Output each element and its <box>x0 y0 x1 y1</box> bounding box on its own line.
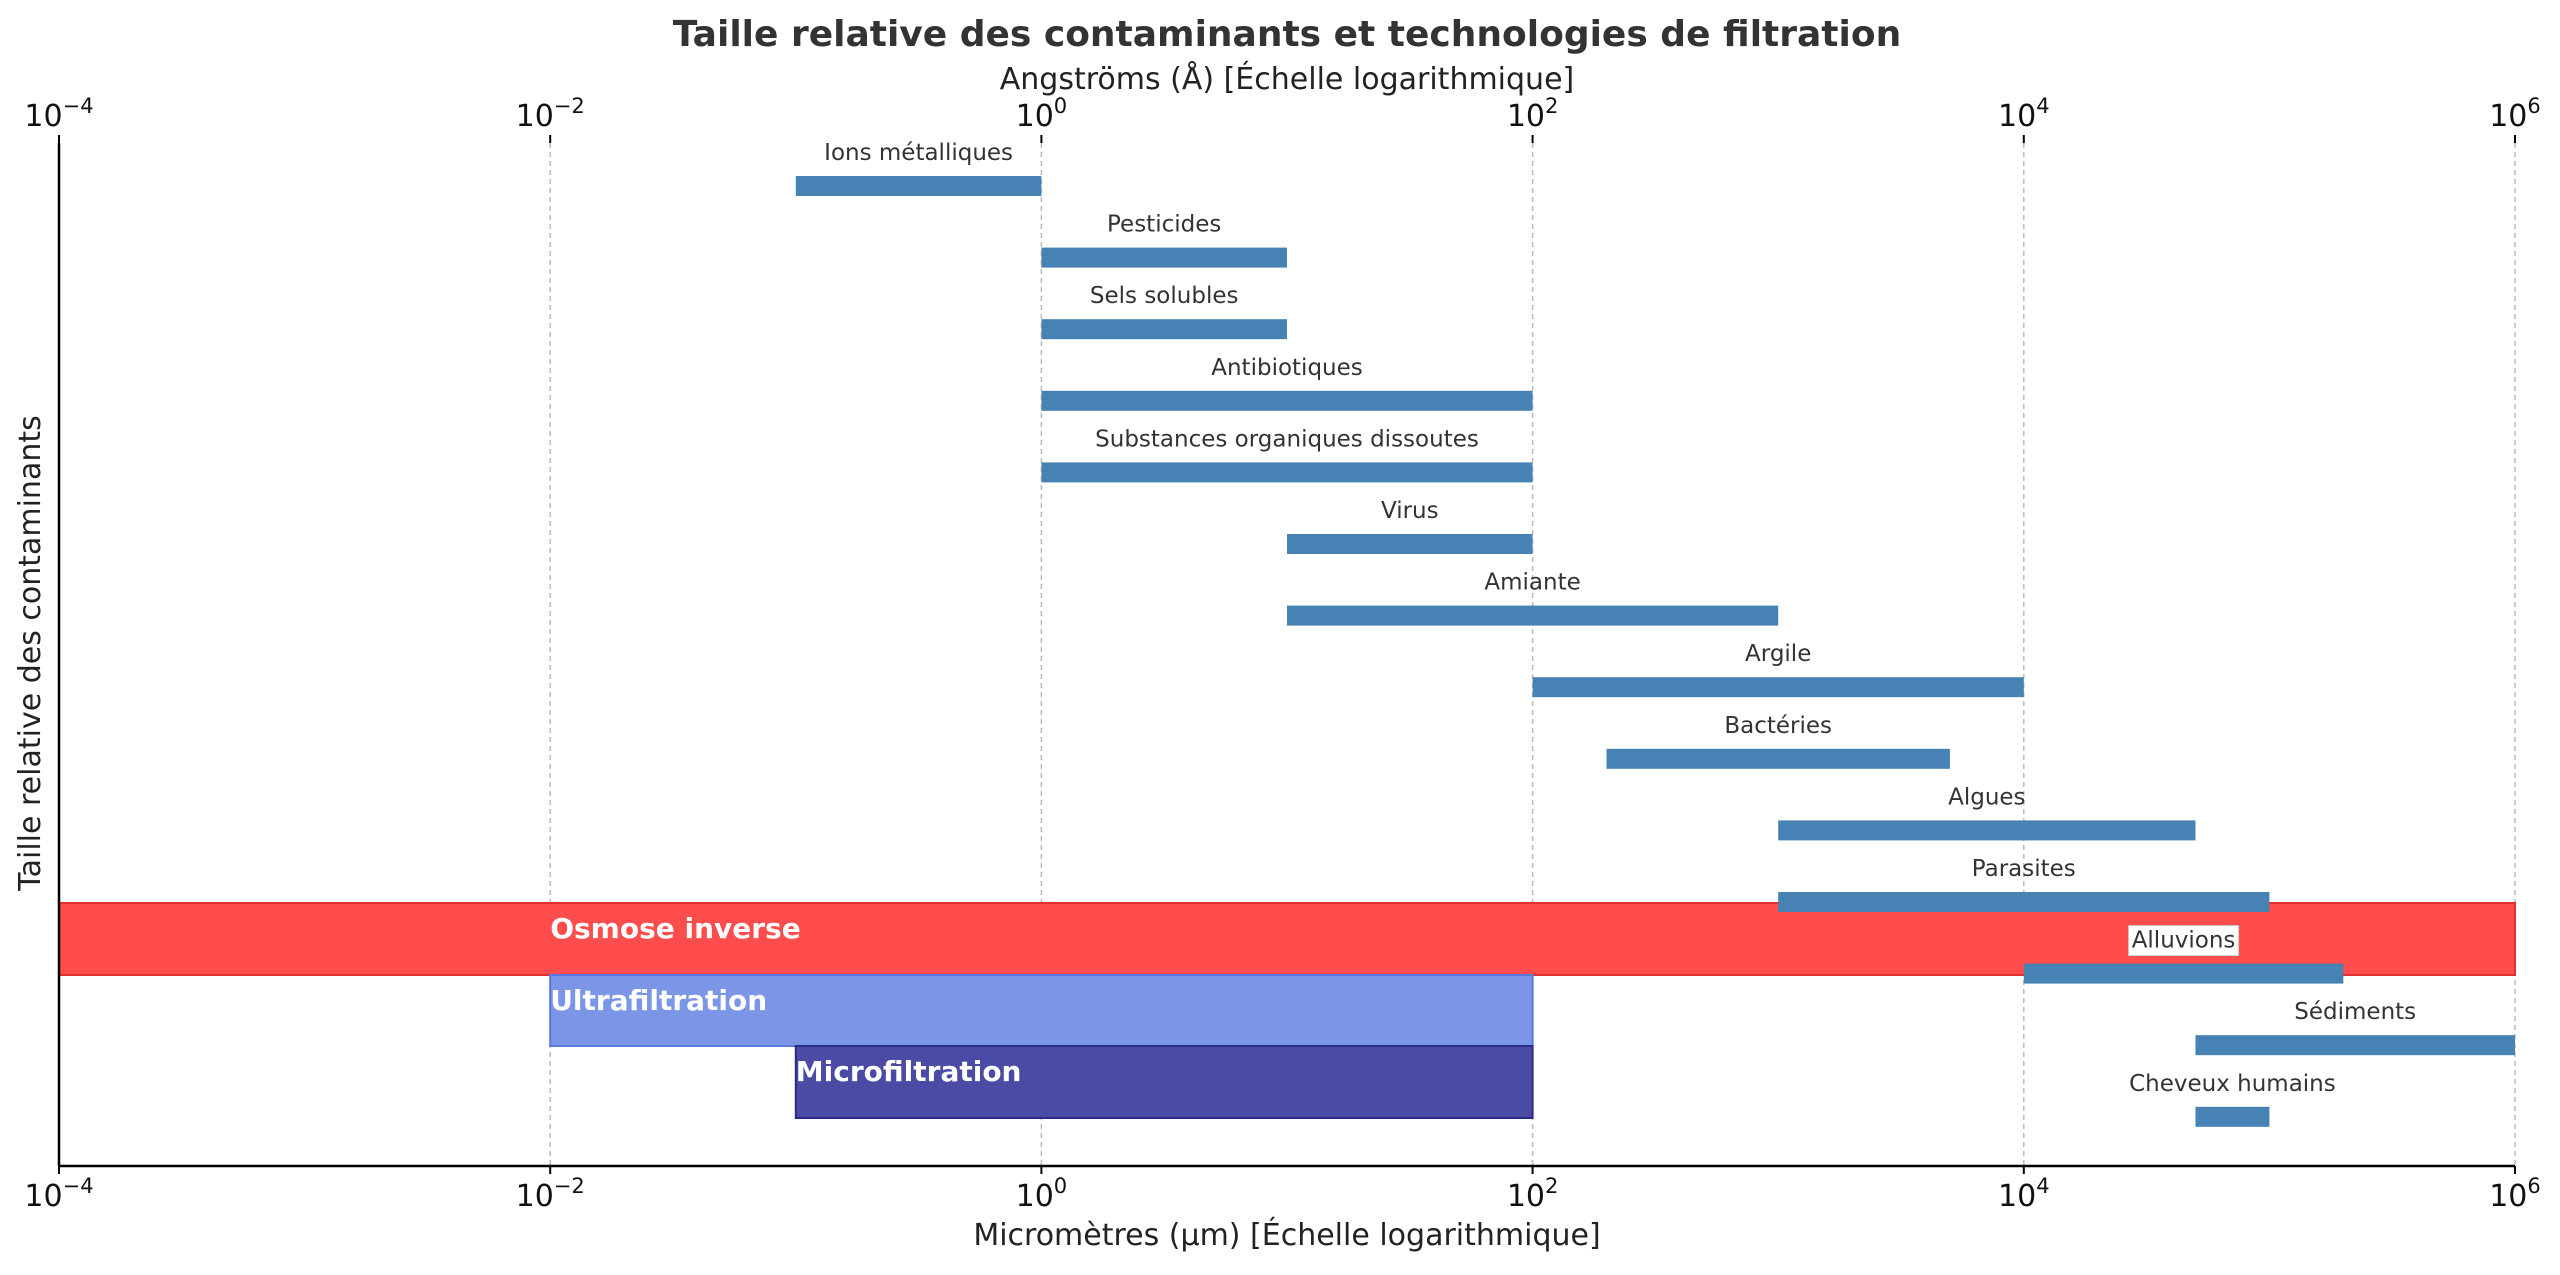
contaminant-label: Substances organiques dissoutes <box>1095 426 1479 452</box>
contaminant-label: Virus <box>1381 498 1439 524</box>
contaminant-label: Amiante <box>1484 570 1580 596</box>
technology-bands: Osmose inverse Ultrafiltration Microfiltra… <box>58 902 2516 1119</box>
contaminant-bar <box>1041 462 1533 483</box>
contaminant-bar <box>1778 892 2270 912</box>
technology-label: Microfiltration <box>796 1055 1022 1088</box>
x-tick-label: 106 <box>2489 1174 2541 1214</box>
x-axis-label: Micromètres (µm) [Échelle logarithmique] <box>973 1217 1600 1253</box>
contaminant-label: Cheveux humains <box>2129 1071 2336 1097</box>
contaminant-bar <box>1532 677 2024 698</box>
contaminant-label: Sels solubles <box>1090 283 1239 309</box>
technology-band <box>58 902 2516 976</box>
chart-title: Taille relative des contaminants et tech… <box>673 14 1901 55</box>
contaminant-label: Ions métalliques <box>824 140 1013 166</box>
x-tick-label: 104 <box>1998 1174 2050 1214</box>
contaminant-bar <box>1041 247 1287 268</box>
contaminant-label: Bactéries <box>1724 713 1832 739</box>
contaminant-label: Algues <box>1948 784 2025 810</box>
x-top-tick-label: 106 <box>2489 94 2541 134</box>
x-top-tick-label: 102 <box>1507 94 1559 134</box>
x-tick-label: 100 <box>1016 1174 1068 1214</box>
contaminant-bar <box>1606 748 1950 769</box>
axes <box>57 135 2516 1174</box>
contaminant-bar <box>1041 390 1533 411</box>
y-axis-label: Taille relative des contaminants <box>13 415 48 891</box>
tick-labels: 10−4 10−4 10−2 10−2 100 100 102 102 104 104 106 106 <box>24 94 2540 1214</box>
contaminant-bar <box>1041 319 1287 340</box>
contaminant-bar <box>2195 1035 2515 1056</box>
contaminant-bar <box>2023 963 2344 984</box>
contaminant-label: Parasites <box>1972 856 2076 882</box>
x-tick-label: 10−2 <box>516 1174 585 1214</box>
technology-label: Ultrafiltration <box>550 984 767 1017</box>
x-top-tick-label: 10−4 <box>24 94 93 134</box>
contaminant-bar <box>1287 605 1779 626</box>
x-axis-top-label: Angströms (Å) [Échelle logarithmique] <box>1000 61 1574 97</box>
contaminant-bar <box>1778 820 2196 841</box>
contaminant-bar <box>795 176 1042 196</box>
contaminant-label: Antibiotiques <box>1211 355 1363 381</box>
x-top-tick-label: 104 <box>1998 94 2050 134</box>
contaminant-label: Argile <box>1745 641 1811 667</box>
x-top-tick-label: 10−2 <box>516 94 585 134</box>
contaminant-bars: Ions métalliques Pesticides Sels solubles A… <box>795 140 2515 1127</box>
contaminant-label: Alluvions <box>2132 928 2236 954</box>
contaminant-label: Pesticides <box>1107 212 1221 238</box>
technology-band <box>549 974 1534 1047</box>
label-background <box>2128 925 2240 957</box>
x-tick-label: 102 <box>1507 1174 1559 1214</box>
technology-label: Osmose inverse <box>550 912 801 945</box>
technology-band <box>794 1045 1534 1119</box>
x-top-tick-label: 100 <box>1016 94 1068 134</box>
contaminant-label: Sédiments <box>2294 999 2416 1025</box>
contaminant-bar <box>2195 1106 2270 1127</box>
x-tick-label: 10−4 <box>24 1174 93 1214</box>
contaminant-bar <box>1287 534 1533 554</box>
